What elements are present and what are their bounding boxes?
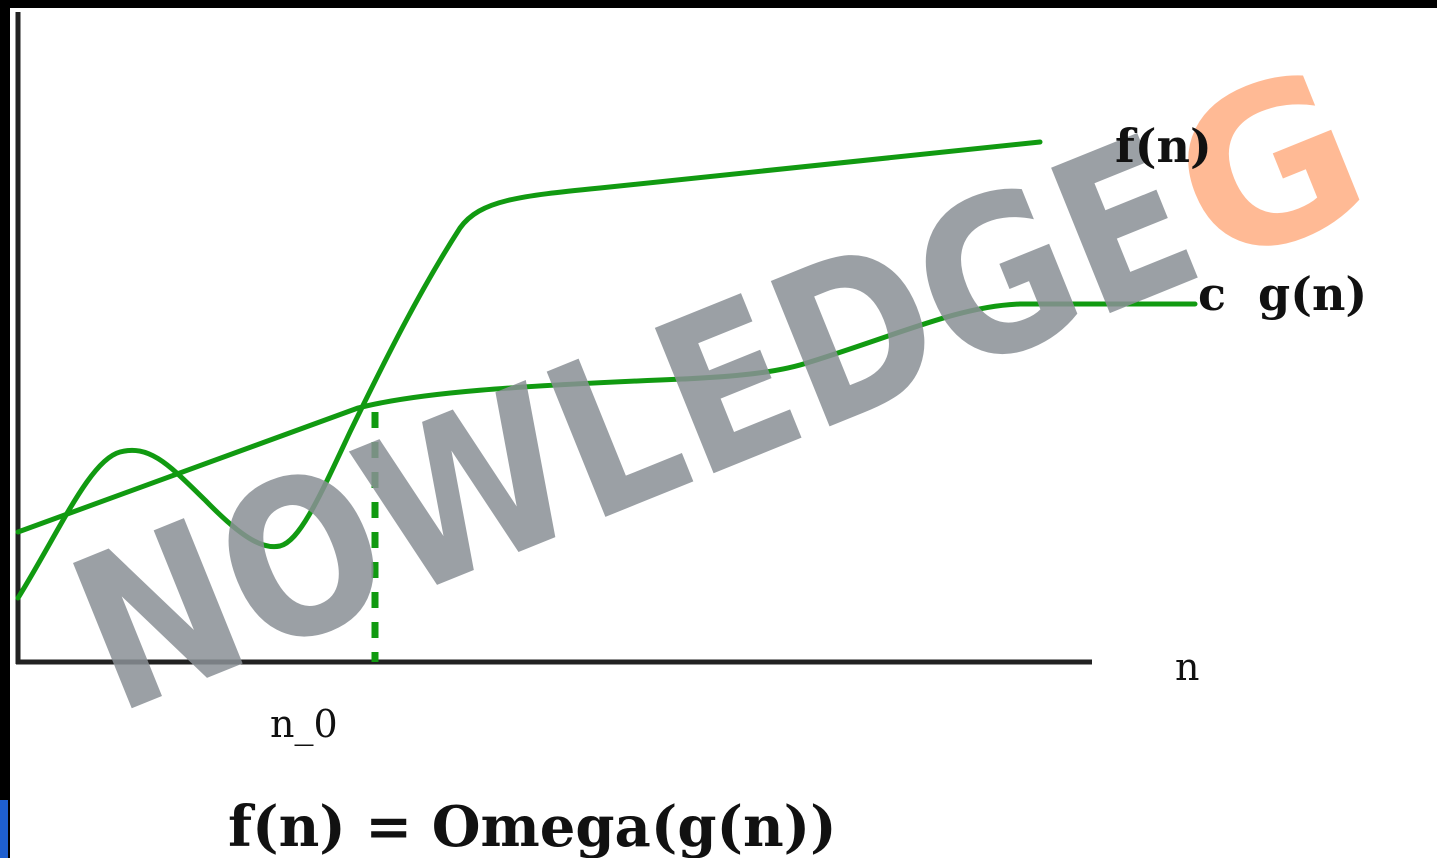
n0-label: n_0 [270, 702, 338, 747]
cg-curve-label: c g(n) [1198, 267, 1367, 321]
f-curve [15, 139, 1043, 601]
left-edge-marker [0, 800, 8, 858]
formula-caption: f(n) = Omega(g(n)) [228, 794, 837, 858]
x-axis-label: n [1175, 645, 1199, 689]
f-curve-label: f(n) [1115, 119, 1212, 173]
diagram-panel [10, 8, 1437, 858]
cg-curve [15, 301, 1198, 535]
